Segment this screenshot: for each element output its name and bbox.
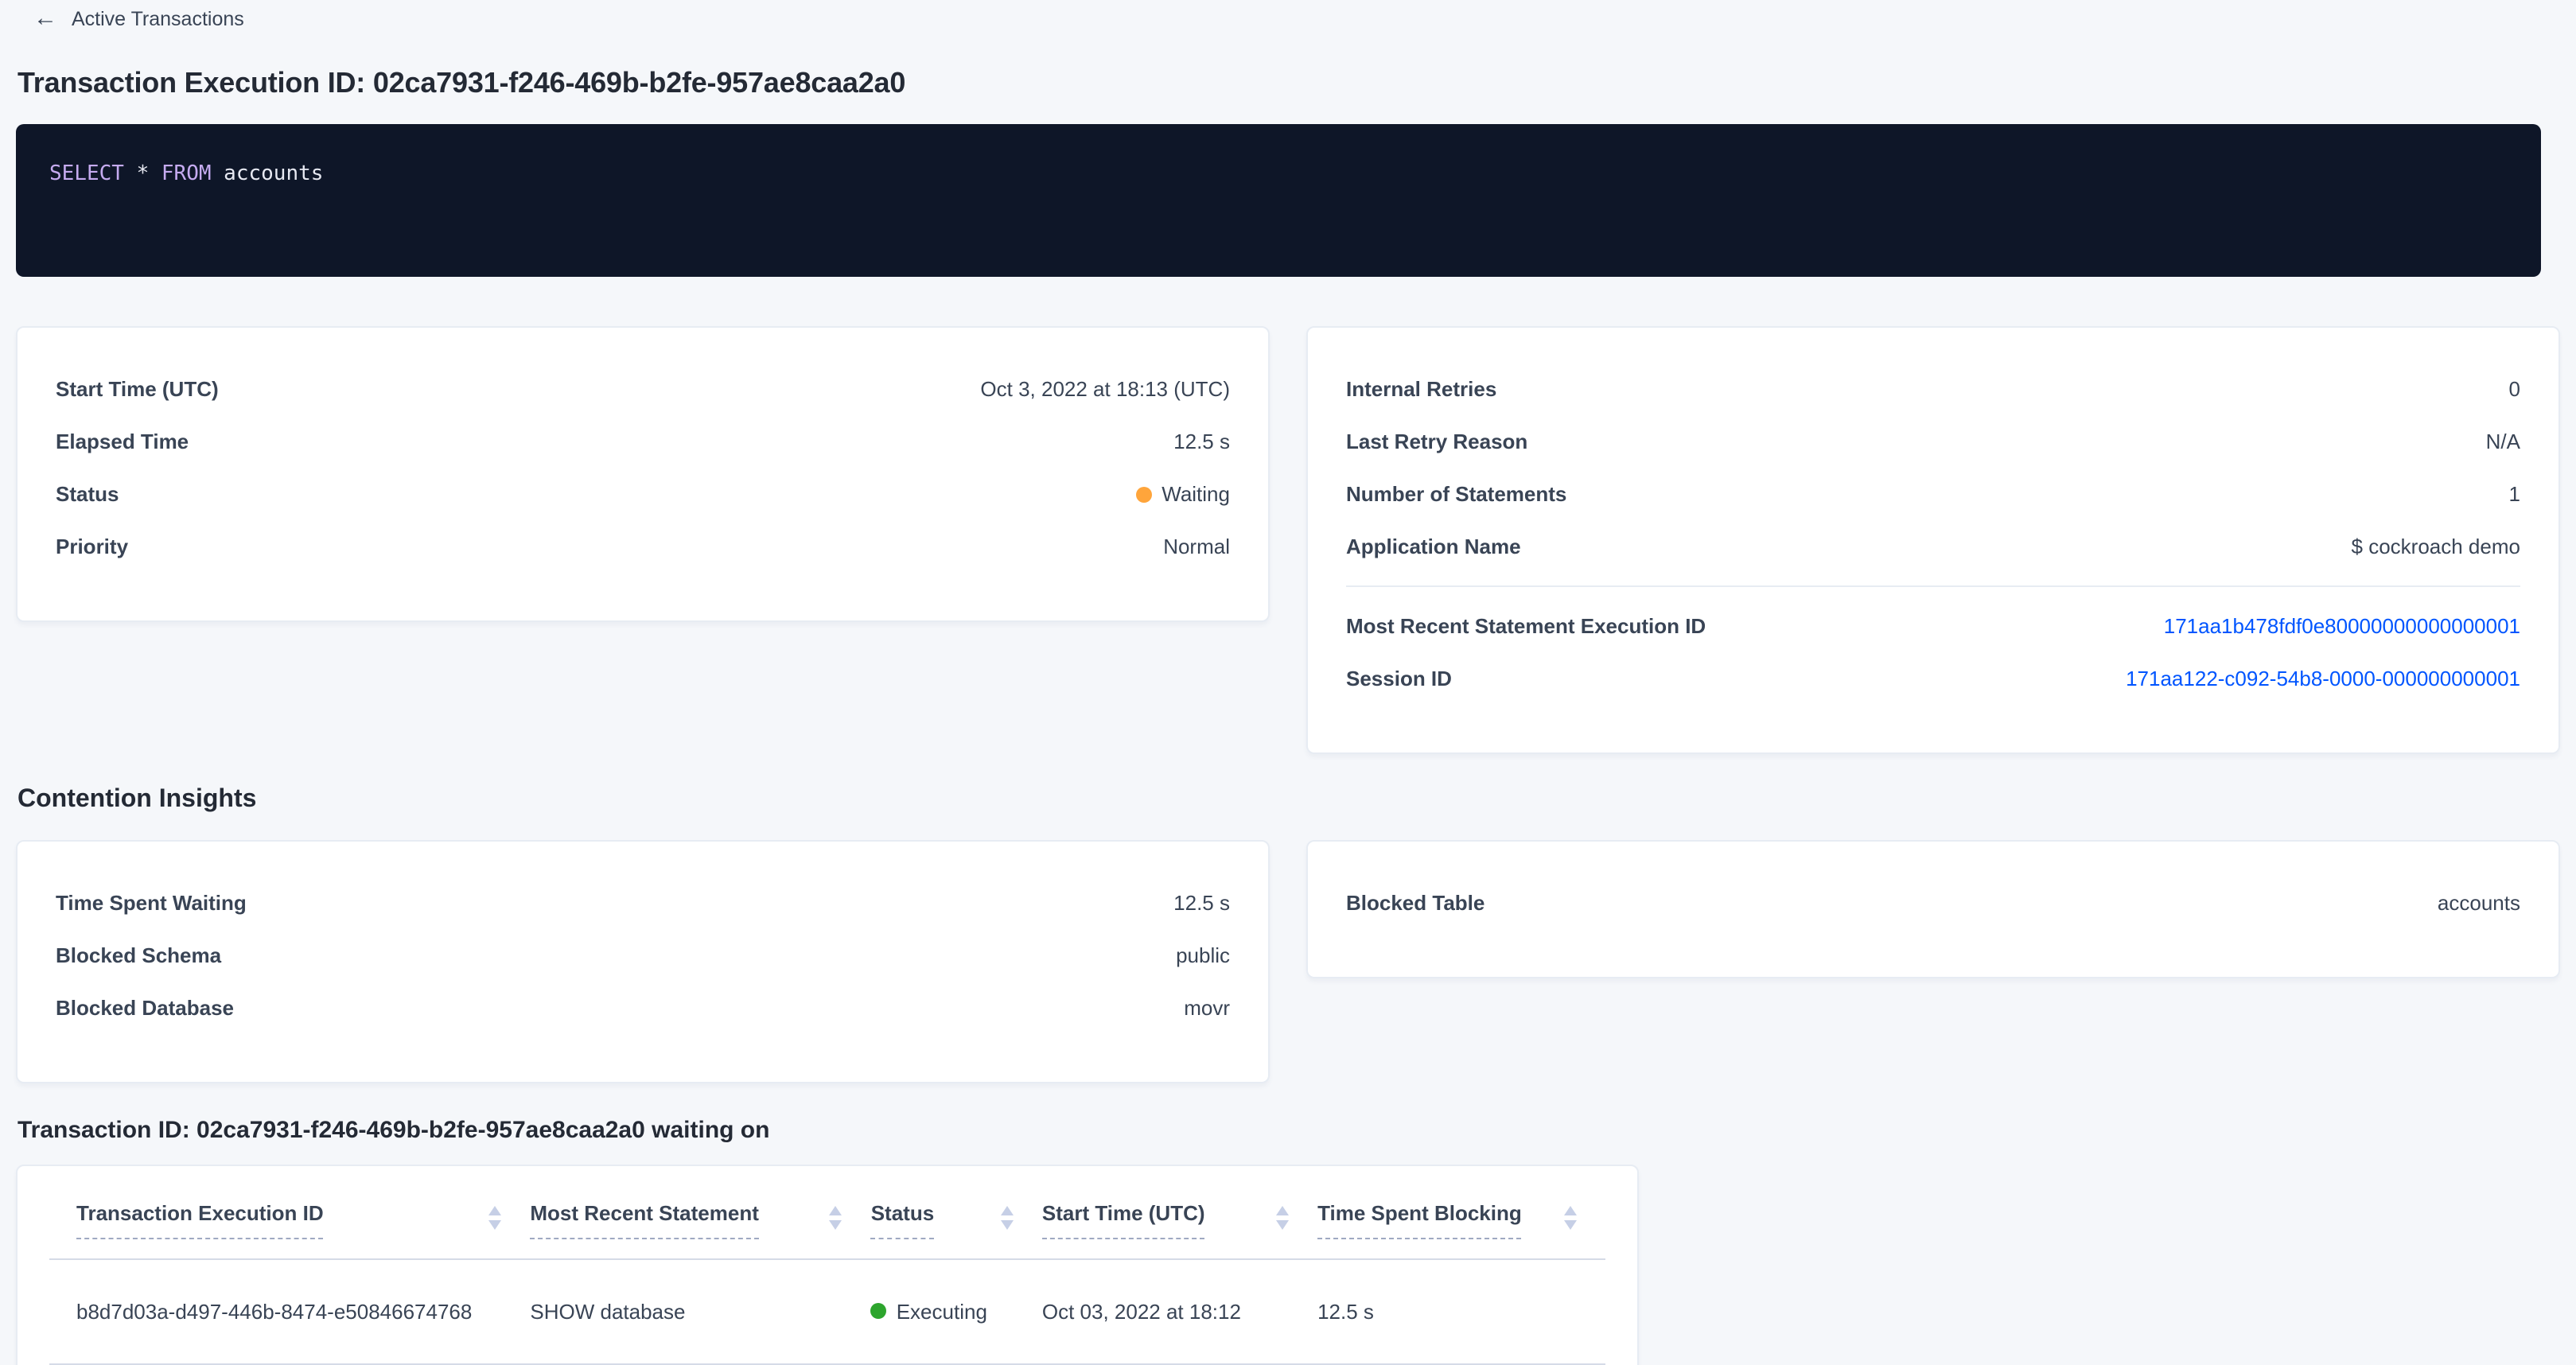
info-label: Blocked Schema bbox=[56, 943, 222, 967]
info-row-blocked-database: Blocked Database movr bbox=[56, 982, 1230, 1034]
contention-blocked-table-card: Blocked Table accounts bbox=[1306, 840, 2560, 978]
sql-keyword: FROM bbox=[161, 162, 212, 186]
info-label: Elapsed Time bbox=[56, 430, 189, 453]
column-header-transaction-execution-id[interactable]: Transaction Execution ID bbox=[49, 1166, 530, 1258]
info-label: Internal Retries bbox=[1346, 377, 1497, 401]
column-header-label: Time Spent Blocking bbox=[1317, 1201, 1522, 1239]
column-header-label: Status bbox=[870, 1201, 935, 1239]
info-value: 1 bbox=[2508, 482, 2520, 506]
statement-execution-id-link[interactable]: 171aa1b478fdf0e80000000000000001 bbox=[2163, 614, 2520, 638]
executing-status-dot-icon bbox=[870, 1303, 887, 1320]
info-row-session-id: Session ID 171aa122-c092-54b8-0000-00000… bbox=[1346, 652, 2520, 705]
info-label: Time Spent Waiting bbox=[56, 891, 247, 915]
info-row-start-time: Start Time (UTC) Oct 3, 2022 at 18:13 (U… bbox=[56, 363, 1230, 415]
waiting-on-heading: Transaction ID: 02ca7931-f246-469b-b2fe-… bbox=[18, 1117, 770, 1144]
summary-cards-section: Start Time (UTC) Oct 3, 2022 at 18:13 (U… bbox=[16, 326, 2560, 754]
column-header-time-spent-blocking[interactable]: Time Spent Blocking bbox=[1317, 1166, 1605, 1258]
column-header-label: Start Time (UTC) bbox=[1041, 1201, 1205, 1239]
session-id-link[interactable]: 171aa122-c092-54b8-0000-000000000001 bbox=[2126, 667, 2520, 690]
cell-most-recent-statement: SHOW database bbox=[530, 1260, 870, 1363]
info-row-blocked-table: Blocked Table accounts bbox=[1346, 877, 2520, 929]
info-label: Number of Statements bbox=[1346, 482, 1567, 506]
status-text: Waiting bbox=[1162, 482, 1230, 506]
sort-icon[interactable] bbox=[1564, 1206, 1577, 1230]
sql-text: * bbox=[123, 162, 161, 186]
info-value: N/A bbox=[2485, 430, 2520, 453]
sort-icon[interactable] bbox=[488, 1206, 502, 1230]
sort-icon[interactable] bbox=[1276, 1206, 1290, 1230]
execution-attributes-card: Internal Retries 0 Last Retry Reason N/A… bbox=[1306, 326, 2560, 754]
cell-text: Oct 03, 2022 at 18:12 bbox=[1041, 1299, 1241, 1324]
contention-cards-section: Time Spent Waiting 12.5 s Blocked Schema… bbox=[16, 840, 2560, 1083]
column-header-most-recent-statement[interactable]: Most Recent Statement bbox=[530, 1166, 870, 1258]
info-row-application-name: Application Name $ cockroach demo bbox=[1346, 520, 2520, 573]
info-value: Normal bbox=[1163, 535, 1230, 558]
info-value: Oct 3, 2022 at 18:13 (UTC) bbox=[980, 377, 1230, 401]
cell-time-spent-blocking: 12.5 s bbox=[1317, 1260, 1605, 1363]
info-label: Blocked Table bbox=[1346, 891, 1485, 915]
info-label: Session ID bbox=[1346, 667, 1452, 690]
info-value: movr bbox=[1184, 996, 1230, 1020]
info-value: public bbox=[1176, 943, 1230, 967]
info-value: accounts bbox=[2437, 891, 2520, 915]
column-header-start-time[interactable]: Start Time (UTC) bbox=[1041, 1166, 1317, 1258]
status-badge: Waiting bbox=[1136, 482, 1230, 506]
info-row-priority: Priority Normal bbox=[56, 520, 1230, 573]
back-link-label: Active Transactions bbox=[72, 7, 244, 29]
info-value: 12.5 s bbox=[1173, 891, 1230, 915]
waiting-status-dot-icon bbox=[1136, 486, 1153, 502]
cell-status: Executing bbox=[870, 1260, 1042, 1363]
transaction-summary-card: Start Time (UTC) Oct 3, 2022 at 18:13 (U… bbox=[16, 326, 1270, 622]
info-row-number-of-statements: Number of Statements 1 bbox=[1346, 468, 2520, 520]
status-text: Executing bbox=[896, 1299, 987, 1324]
info-row-statement-execution-id: Most Recent Statement Execution ID 171aa… bbox=[1346, 600, 2520, 652]
column-header-label: Transaction Execution ID bbox=[76, 1201, 324, 1239]
table-header-row: Transaction Execution ID Most Recent Sta… bbox=[49, 1166, 1605, 1260]
info-row-internal-retries: Internal Retries 0 bbox=[1346, 363, 2520, 415]
cell-text: 12.5 s bbox=[1317, 1299, 1374, 1324]
page-title: Transaction Execution ID: 02ca7931-f246-… bbox=[18, 67, 906, 99]
waiting-transactions-table-card: Transaction Execution ID Most Recent Sta… bbox=[16, 1165, 1639, 1365]
cell-transaction-execution-id: b8d7d03a-d497-446b-8474-e50846674768 bbox=[49, 1260, 530, 1363]
sort-icon[interactable] bbox=[1000, 1206, 1014, 1230]
info-row-time-spent-waiting: Time Spent Waiting 12.5 s bbox=[56, 877, 1230, 929]
info-label: Start Time (UTC) bbox=[56, 377, 219, 401]
info-row-status: Status Waiting bbox=[56, 468, 1230, 520]
info-label: Status bbox=[56, 482, 119, 506]
back-arrow-icon: ← bbox=[33, 5, 57, 32]
column-header-label: Most Recent Statement bbox=[530, 1201, 759, 1239]
column-header-status[interactable]: Status bbox=[870, 1166, 1042, 1258]
sort-icon[interactable] bbox=[829, 1206, 842, 1230]
table-row: b8d7d03a-d497-446b-8474-e50846674768 SHO… bbox=[49, 1260, 1605, 1365]
info-value: 12.5 s bbox=[1173, 430, 1230, 453]
sql-text: accounts bbox=[211, 162, 324, 186]
card-divider bbox=[1346, 585, 2520, 587]
cell-start-time: Oct 03, 2022 at 18:12 bbox=[1042, 1260, 1317, 1363]
info-row-elapsed-time: Elapsed Time 12.5 s bbox=[56, 415, 1230, 468]
info-label: Priority bbox=[56, 535, 129, 558]
contention-insights-heading: Contention Insights bbox=[18, 786, 257, 813]
info-row-blocked-schema: Blocked Schema public bbox=[56, 929, 1230, 982]
back-to-active-transactions-link[interactable]: ← Active Transactions bbox=[33, 6, 244, 30]
info-row-last-retry-reason: Last Retry Reason N/A bbox=[1346, 415, 2520, 468]
info-label: Most Recent Statement Execution ID bbox=[1346, 614, 1706, 638]
contention-waiting-card: Time Spent Waiting 12.5 s Blocked Schema… bbox=[16, 840, 1270, 1083]
info-value: $ cockroach demo bbox=[2351, 535, 2520, 558]
info-label: Last Retry Reason bbox=[1346, 430, 1528, 453]
cell-text: SHOW database bbox=[530, 1299, 686, 1324]
info-label: Application Name bbox=[1346, 535, 1521, 558]
sql-keyword: SELECT bbox=[49, 162, 124, 186]
sql-statement-box: SELECT * FROM accounts bbox=[16, 124, 2541, 277]
info-value: 0 bbox=[2508, 377, 2520, 401]
cell-text: b8d7d03a-d497-446b-8474-e50846674768 bbox=[76, 1299, 473, 1324]
info-label: Blocked Database bbox=[56, 996, 234, 1020]
